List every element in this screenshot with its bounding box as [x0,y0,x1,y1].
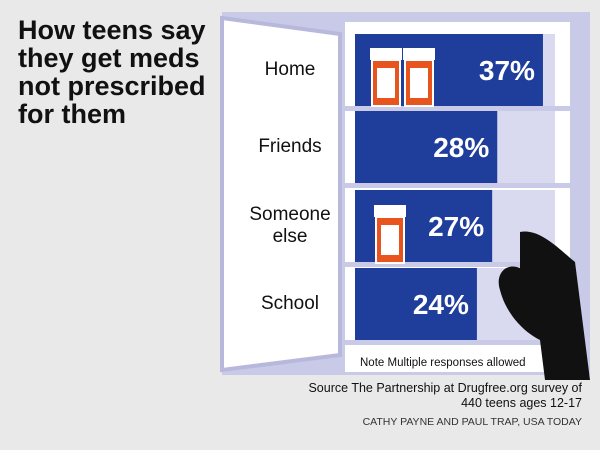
shelf-edge [345,183,570,188]
chart-title: How teens say they get meds not prescrib… [18,15,206,129]
bar [355,111,498,183]
bottle-cap [374,205,406,217]
category-label: Friends [258,136,322,157]
source: Source The Partnership at Drugfree.org s… [308,381,582,410]
bar [355,268,477,340]
value-label: 24% [413,289,469,320]
bottle-label [377,68,395,98]
category-label: Home [264,59,316,80]
note: Note Multiple responses allowed [360,357,526,369]
category-label: School [260,293,320,314]
bottle-cap [370,48,402,60]
value-label: 37% [479,55,535,86]
shelf-edge [345,262,570,267]
shelf-edge [345,106,570,111]
bottle-label [410,68,428,98]
value-label: 28% [433,132,489,163]
cabinet-door [220,15,342,373]
value-label: 27% [428,211,484,242]
category-label: Someone else [249,204,331,247]
credit: CATHY PAYNE AND PAUL TRAP, USA TODAY [362,416,582,428]
bottle-cap [403,48,435,60]
bottle-label [381,225,399,255]
shelf-edge [345,340,570,345]
hand [498,231,590,380]
